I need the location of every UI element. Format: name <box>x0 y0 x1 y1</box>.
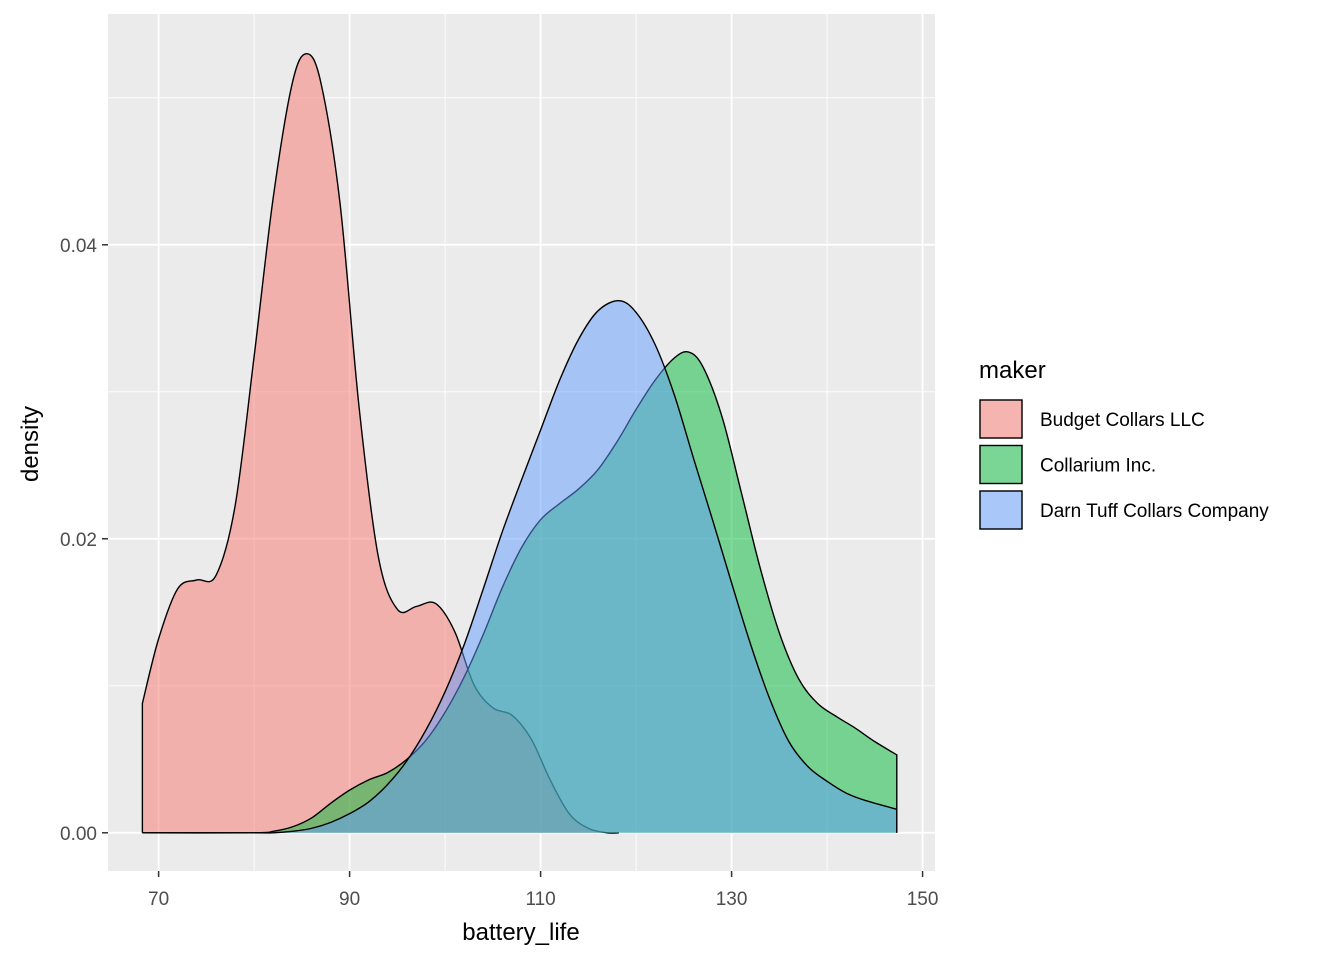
legend-label-darn-tuff-collars-company: Darn Tuff Collars Company <box>1040 501 1269 522</box>
density-area-darn-tuff-collars-company <box>142 300 897 833</box>
legend: maker Budget Collars LLC Collarium Inc. Da… <box>979 357 1269 530</box>
x-tick-label: 150 <box>907 889 939 910</box>
legend-label-collarium-inc: Collarium Inc. <box>1040 456 1156 477</box>
density-areas <box>141 52 898 834</box>
legend-label-budget-collars-llc: Budget Collars LLC <box>1040 410 1205 431</box>
y-axis-ticks: 0.00 0.02 0.04 <box>60 236 108 845</box>
y-axis-title: density <box>17 406 44 482</box>
x-tick-label: 70 <box>148 889 169 910</box>
y-tick-label: 0.00 <box>60 824 97 845</box>
x-tick-label: 130 <box>716 889 748 910</box>
density-area-budget-collars-llc <box>142 53 619 834</box>
legend-swatch-collarium-inc <box>979 444 1023 485</box>
legend-swatch-budget-collars-llc <box>979 399 1023 439</box>
legend-swatch-darn-tuff-collars-company <box>979 490 1023 530</box>
x-axis-title: battery_life <box>462 919 579 946</box>
x-tick-label: 110 <box>525 889 555 910</box>
y-tick-label: 0.02 <box>60 530 97 551</box>
density-outline-darn-tuff-collars-company <box>142 299 898 834</box>
legend-title: maker <box>979 357 1046 384</box>
y-tick-label: 0.04 <box>60 236 97 257</box>
x-axis-ticks: 70 90 110 130 150 <box>148 871 938 910</box>
x-tick-label: 90 <box>339 889 360 910</box>
